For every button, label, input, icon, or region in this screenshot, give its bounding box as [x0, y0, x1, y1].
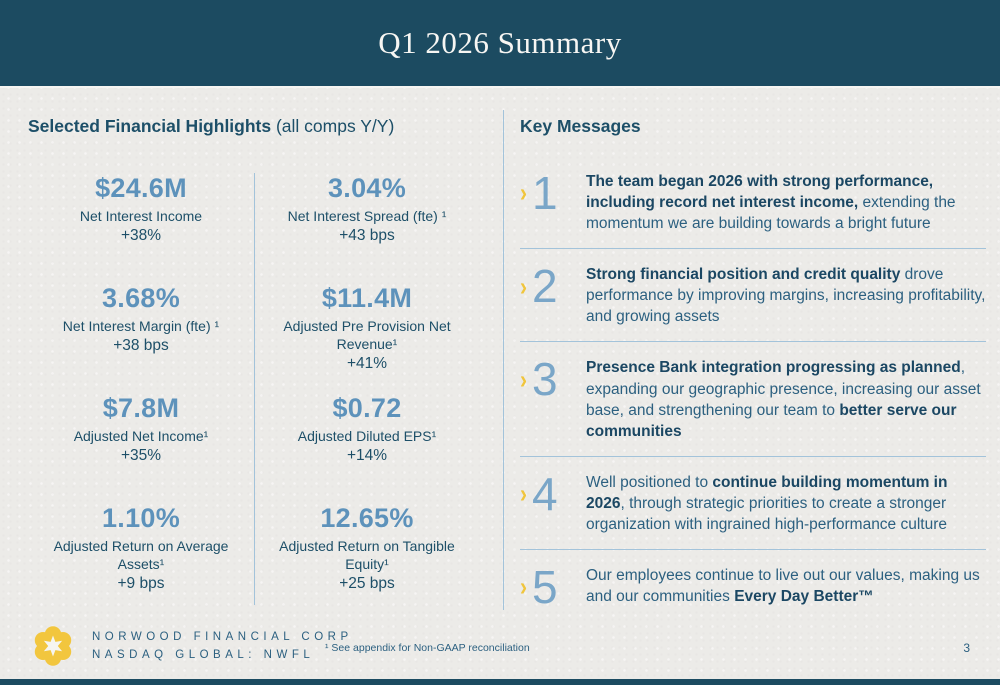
bottom-accent-bar: [0, 679, 1000, 685]
metric-delta: +14%: [346, 447, 388, 465]
message-text-regular: Well positioned to: [586, 473, 713, 491]
slide-title: Q1 2026 Summary: [378, 25, 622, 60]
message-text-bold: continue building momentum in 2026: [586, 473, 948, 512]
metric-card: $7.8M Adjusted Net Income¹ +35%: [28, 387, 254, 497]
page-number: 3: [963, 641, 970, 655]
highlights-heading-bold: Selected Financial Highlights: [28, 116, 272, 136]
metric-delta: +9 bps: [117, 575, 165, 593]
metric-value: 12.65%: [320, 503, 414, 533]
metric-delta: +38%: [120, 227, 162, 245]
message-text: Our employees continue to live out our v…: [586, 564, 986, 607]
message-text-regular: , through strategic priorities to create…: [586, 494, 948, 533]
metric-card: 1.10% Adjusted Return on Average Assets¹ +…: [28, 497, 254, 607]
message-text-regular: extending the momentum we are building t…: [586, 194, 956, 233]
metric-label: Net Interest Spread (fte) ¹: [287, 208, 447, 224]
key-messages-heading: Key Messages: [520, 116, 986, 137]
metric-card: $0.72 Adjusted Diluted EPS¹ +14%: [254, 387, 480, 497]
metric-label: Adjusted Diluted EPS¹: [297, 428, 437, 444]
metric-value: 3.68%: [101, 283, 181, 313]
key-message-item: › 3 Presence Bank integration progressing …: [520, 347, 986, 450]
metric-label: Adjusted Return on Average Assets¹: [53, 538, 229, 573]
metric-label: Adjusted Pre Provision Net Revenue¹: [283, 318, 451, 353]
chevron-right-icon: ›: [520, 573, 527, 603]
chevron-right-icon: ›: [520, 480, 527, 509]
message-divider: [520, 248, 986, 250]
company-line2: NASDAQ GLOBAL: NWFL: [92, 649, 315, 661]
messages-list: › 1 The team began 2026 with strong perfor…: [520, 161, 986, 619]
message-text: Well positioned to continue building mom…: [586, 471, 986, 535]
message-number: 3: [532, 353, 558, 406]
message-divider: [520, 341, 986, 343]
metric-value: $11.4M: [321, 283, 413, 313]
message-text: Presence Bank integration progressing as…: [586, 356, 986, 441]
slide-header: Q1 2026 Summary: [0, 0, 1000, 88]
metric-label: Adjusted Net Income¹: [73, 428, 209, 444]
company-name-block: NORWOOD FINANCIAL CORP NASDAQ GLOBAL: NW…: [92, 628, 353, 665]
metric-label: Adjusted Return on Tangible Equity¹: [279, 538, 455, 573]
metric-delta: +25 bps: [339, 575, 395, 593]
message-text-regular: , expanding our geographic presence, inc…: [586, 359, 981, 419]
message-text-bold: Presence Bank integration progressing as…: [586, 359, 961, 377]
metric-card: $24.6M Net Interest Income +38%: [28, 167, 254, 277]
key-message-item: › 4 Well positioned to continue building m…: [520, 462, 986, 544]
metric-label: Net Interest Margin (fte) ¹: [62, 318, 220, 334]
metric-delta: +41%: [346, 355, 388, 373]
message-number-wrap: › 4: [520, 467, 586, 520]
non-gaap-footnote: ¹ See appendix for Non-GAAP reconciliati…: [325, 642, 530, 654]
metric-delta: +43 bps: [339, 227, 395, 245]
footer-brand: NORWOOD FINANCIAL CORP NASDAQ GLOBAL: NW…: [30, 623, 353, 669]
highlights-heading-suffix: (all comps Y/Y): [271, 116, 395, 136]
message-divider: [520, 455, 986, 457]
message-text-regular: Our employees continue to live out our v…: [586, 567, 980, 606]
message-number-wrap: › 1: [520, 167, 586, 219]
metric-card: 3.68% Net Interest Margin (fte) ¹ +38 bps: [28, 277, 254, 387]
key-messages-heading-text: Key Messages: [520, 116, 641, 136]
metric-delta: +35%: [120, 447, 162, 465]
metric-value: 3.04%: [327, 173, 407, 203]
message-divider: [520, 549, 986, 551]
message-number-wrap: › 5: [520, 561, 586, 614]
message-text: The team began 2026 with strong performa…: [586, 170, 986, 234]
chevron-right-icon: ›: [520, 179, 527, 209]
message-number: 2: [532, 260, 558, 313]
metric-value: $0.72: [332, 393, 402, 423]
metric-card: 3.04% Net Interest Spread (fte) ¹ +43 bps: [254, 167, 480, 277]
company-line1: NORWOOD FINANCIAL CORP: [92, 630, 353, 643]
financial-highlights-panel: Selected Financial Highlights (all comps…: [0, 88, 503, 648]
message-text-bold: The team began 2026 with strong performa…: [586, 173, 934, 212]
metric-delta: +38 bps: [113, 337, 169, 355]
metric-value: $7.8M: [102, 393, 180, 423]
metric-label: Net Interest Income: [79, 208, 203, 224]
flower-star-icon: [34, 626, 72, 666]
message-text: Strong financial position and credit qua…: [586, 263, 986, 327]
message-number: 1: [532, 167, 558, 219]
metrics-grid: $24.6M Net Interest Income +38% 3.04% Net In…: [28, 167, 480, 607]
metric-card: 12.65% Adjusted Return on Tangible Equity…: [254, 497, 480, 607]
chevron-right-icon: ›: [520, 272, 527, 302]
key-message-item: › 5 Our employees continue to live out our…: [520, 555, 986, 619]
message-number-wrap: › 3: [520, 353, 586, 406]
metric-card: $11.4M Adjusted Pre Provision Net Revenue…: [254, 277, 480, 387]
metric-value: 1.10%: [101, 503, 181, 533]
key-messages-panel: Key Messages › 1 The team began 2026 with …: [520, 88, 986, 648]
metrics-wrap: $24.6M Net Interest Income +38% 3.04% Net In…: [28, 167, 480, 607]
message-number: 4: [532, 467, 558, 520]
metric-value: $24.6M: [95, 173, 187, 203]
message-text-bold: Strong financial position and credit qua…: [586, 266, 901, 284]
chevron-right-icon: ›: [520, 365, 527, 395]
key-message-item: › 2 Strong financial position and credit q…: [520, 254, 986, 336]
message-text-bold: better serve our communities: [586, 401, 957, 440]
panel-divider: [503, 110, 504, 610]
message-number-wrap: › 2: [520, 260, 586, 313]
key-message-item: › 1 The team began 2026 with strong perfor…: [520, 161, 986, 243]
message-number: 5: [532, 561, 558, 614]
highlights-heading: Selected Financial Highlights (all comps…: [28, 116, 503, 137]
message-text-bold: Every Day Better™: [734, 588, 874, 606]
metrics-column-divider: [254, 173, 255, 605]
message-text-regular: drove performance by improving margins, …: [586, 266, 986, 326]
